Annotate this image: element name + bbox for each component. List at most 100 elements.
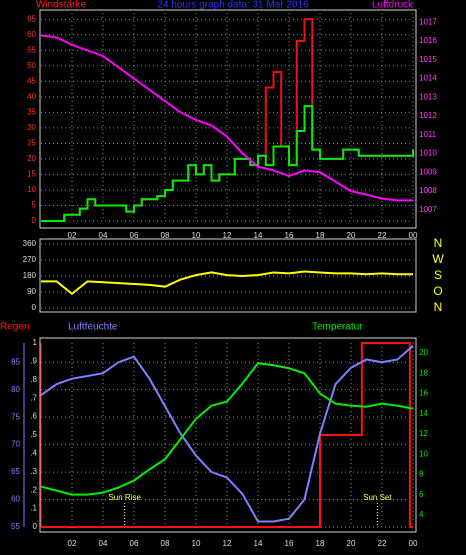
x-tick-label: 12 bbox=[223, 539, 232, 548]
y-tick-label: 50 bbox=[27, 61, 36, 70]
x-tick-label: 10 bbox=[192, 539, 201, 548]
series-line bbox=[40, 362, 414, 496]
y-tick-label: 25 bbox=[27, 138, 36, 147]
y2-tick-label: 16 bbox=[419, 389, 428, 398]
y2-tick-label: 1013 bbox=[419, 92, 437, 101]
chart-title: 24 hours graph data: 31 Mar 2016 bbox=[157, 0, 309, 11]
x-tick-label: 10 bbox=[192, 231, 201, 240]
y-tick-label: 0 bbox=[32, 303, 37, 312]
y3-tick-label: .8 bbox=[30, 375, 37, 384]
y-tick-label: 90 bbox=[27, 287, 36, 296]
y3-tick-label: 0 bbox=[33, 522, 38, 531]
y2-tick-label: W bbox=[432, 252, 444, 266]
y2-tick-label: 14 bbox=[419, 409, 428, 418]
series-line bbox=[40, 34, 413, 202]
x-tick-label: 06 bbox=[130, 539, 139, 548]
y-tick-label: 15 bbox=[27, 170, 36, 179]
y2-tick-label: 1012 bbox=[419, 111, 437, 120]
y-tick-label: 65 bbox=[27, 14, 36, 23]
y-tick-label: 10 bbox=[27, 185, 36, 194]
x-tick-label: 02 bbox=[68, 539, 77, 548]
y-tick-label: 20 bbox=[27, 154, 36, 163]
y3-tick-label: .3 bbox=[30, 467, 37, 476]
x-tick-label: 14 bbox=[254, 231, 263, 240]
x-tick-label: 14 bbox=[254, 539, 263, 548]
y2-tick-label: 1016 bbox=[419, 36, 437, 45]
x-tick-label: 04 bbox=[99, 231, 108, 240]
series-line bbox=[41, 270, 413, 296]
y2-tick-label: N bbox=[434, 300, 443, 314]
x-tick-label: 22 bbox=[378, 539, 387, 548]
y-tick-label: 40 bbox=[27, 92, 36, 101]
y2-tick-label: 1008 bbox=[419, 186, 437, 195]
x-tick-label: 12 bbox=[223, 231, 232, 240]
temperature-axis-label: Temperatur bbox=[312, 322, 363, 333]
y2-tick-label: 1007 bbox=[419, 205, 437, 214]
x-tick-label: 08 bbox=[161, 539, 170, 548]
y2-tick-label: 8 bbox=[419, 470, 424, 479]
y2-tick-label: O bbox=[433, 284, 442, 298]
series-line bbox=[41, 105, 414, 222]
y-tick-label: 180 bbox=[23, 271, 37, 280]
y3-tick-label: .9 bbox=[30, 357, 37, 366]
y3-tick-label: .7 bbox=[30, 393, 37, 402]
y3-tick-label: .6 bbox=[30, 412, 37, 421]
wind-axis-label: Windstärke bbox=[36, 0, 86, 11]
x-tick-label: 08 bbox=[161, 231, 170, 240]
y2-tick-label: 6 bbox=[419, 490, 424, 499]
y3-tick-label: .5 bbox=[30, 430, 37, 439]
y-tick-label: 0 bbox=[32, 216, 37, 225]
y2-tick-label: N bbox=[434, 236, 443, 250]
y2-tick-label: 4 bbox=[419, 510, 424, 519]
x-tick-label: 18 bbox=[316, 539, 325, 548]
y2-tick-label: 1015 bbox=[419, 55, 437, 64]
y-tick-label: 60 bbox=[11, 495, 20, 504]
series-line bbox=[40, 344, 414, 523]
y-tick-label: 360 bbox=[23, 239, 37, 248]
y-tick-label: 75 bbox=[11, 412, 20, 421]
y2-tick-label: 20 bbox=[419, 348, 428, 357]
y-tick-label: 45 bbox=[27, 76, 36, 85]
y-tick-label: 5 bbox=[32, 201, 37, 210]
y-tick-label: 55 bbox=[27, 45, 36, 54]
humidity-axis-label: Luftfeuchte bbox=[68, 322, 118, 333]
y2-tick-label: 1010 bbox=[419, 149, 437, 158]
y-tick-label: 60 bbox=[27, 30, 36, 39]
y2-tick-label: 10 bbox=[419, 449, 428, 458]
rain-axis-label: Regen bbox=[0, 322, 29, 333]
y-tick-label: 30 bbox=[27, 123, 36, 132]
x-tick-label: 00 bbox=[409, 231, 418, 240]
y2-tick-label: 1014 bbox=[419, 74, 437, 83]
x-tick-label: 18 bbox=[316, 231, 325, 240]
x-tick-label: 16 bbox=[285, 539, 294, 548]
direction-frame bbox=[39, 238, 417, 313]
x-tick-label: 22 bbox=[378, 231, 387, 240]
y-tick-label: 80 bbox=[11, 385, 20, 394]
y-tick-label: 85 bbox=[11, 357, 20, 366]
pressure-axis-label: Luftdruck bbox=[372, 0, 414, 11]
y2-tick-label: 1009 bbox=[419, 167, 437, 176]
x-tick-label: 16 bbox=[285, 231, 294, 240]
x-tick-label: 02 bbox=[68, 231, 77, 240]
x-tick-label: 04 bbox=[99, 539, 108, 548]
annotation-label: Sun Set bbox=[363, 493, 392, 502]
annotation-label: Sun Rise bbox=[108, 493, 141, 502]
y-tick-label: 70 bbox=[11, 440, 20, 449]
x-tick-label: 20 bbox=[347, 231, 356, 240]
rain-humidity-temp-frame bbox=[39, 337, 417, 533]
y3-tick-label: .4 bbox=[30, 449, 37, 458]
y2-tick-label: 1017 bbox=[419, 17, 437, 26]
wind-pressure-frame bbox=[39, 9, 417, 229]
x-tick-label: 20 bbox=[347, 539, 356, 548]
x-tick-label: 00 bbox=[409, 539, 418, 548]
y3-tick-label: 1 bbox=[33, 338, 38, 347]
y-tick-label: 270 bbox=[23, 255, 37, 264]
y2-tick-label: 12 bbox=[419, 429, 428, 438]
y3-tick-label: .1 bbox=[30, 504, 37, 513]
series-line bbox=[41, 342, 413, 528]
y2-tick-label: 1011 bbox=[419, 130, 437, 139]
y-tick-label: 65 bbox=[11, 467, 20, 476]
y-tick-label: 55 bbox=[11, 522, 20, 531]
